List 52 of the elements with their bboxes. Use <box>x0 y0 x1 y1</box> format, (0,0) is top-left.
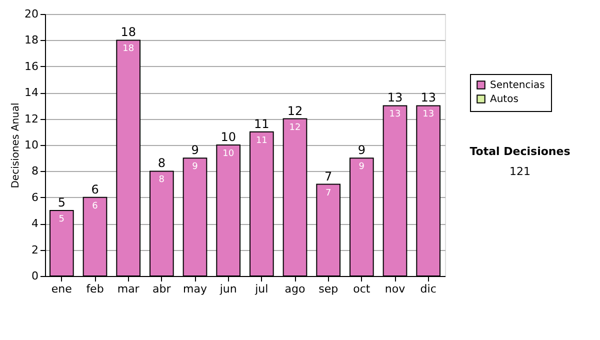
x-tick-label: nov <box>384 282 406 296</box>
y-tick-label: 16 <box>24 60 38 73</box>
y-tick-label: 12 <box>24 112 38 126</box>
y-tick-label: 10 <box>24 138 38 152</box>
total-label: 9 <box>358 143 366 158</box>
data-label: 18 <box>122 44 134 54</box>
total-label: 6 <box>91 182 99 196</box>
x-tick-label: may <box>183 282 208 296</box>
y-tick-label: 4 <box>32 217 38 230</box>
y-tick-label: 20 <box>24 8 38 20</box>
data-label: 9 <box>358 162 365 172</box>
total-label: 5 <box>58 196 66 210</box>
total-label: 10 <box>220 130 236 144</box>
y-tick-label: 18 <box>24 34 38 47</box>
data-label: 13 <box>422 110 434 120</box>
x-tick-label: jul <box>254 282 268 296</box>
data-label: 7 <box>325 188 332 198</box>
data-label: 9 <box>192 162 198 172</box>
x-tick-label: dic <box>420 282 436 296</box>
total-label: 13 <box>387 90 403 105</box>
data-label: 13 <box>389 110 401 120</box>
data-label: 10 <box>222 149 234 159</box>
y-tick-label: 6 <box>32 190 38 204</box>
x-tick-label: ene <box>51 282 72 296</box>
data-label: 6 <box>92 201 98 212</box>
data-label: 11 <box>256 136 268 146</box>
x-tick-label: abr <box>152 282 172 296</box>
x-tick-label: mar <box>117 282 140 296</box>
text: 121 <box>510 165 530 178</box>
legend-label: Sentencias <box>490 80 545 91</box>
total-label: 9 <box>191 143 199 158</box>
total-label: 18 <box>120 25 136 40</box>
legend-label: Autos <box>490 94 518 105</box>
y-tick-label: 0 <box>32 270 38 282</box>
total-label: 8 <box>158 156 166 170</box>
total-label: 11 <box>254 116 270 131</box>
y-tick-label: 2 <box>32 243 38 256</box>
y-axis-title: Decisiones Anual <box>10 102 22 188</box>
y-tick-label: 14 <box>24 86 38 100</box>
total-label: 12 <box>287 104 303 118</box>
text: Total Decisiones <box>470 145 571 158</box>
x-tick-label: sep <box>318 282 338 296</box>
data-label: 8 <box>158 175 165 186</box>
x-tick-label: jun <box>218 282 237 296</box>
total-label: 13 <box>420 90 436 105</box>
x-tick-label: ago <box>284 282 306 296</box>
data-label: 12 <box>289 122 301 133</box>
data-label: 5 <box>58 214 65 224</box>
y-tick-label: 8 <box>32 164 38 178</box>
x-tick-label: feb <box>86 282 104 296</box>
total-label: 7 <box>324 169 332 184</box>
x-tick-label: oct <box>353 282 371 296</box>
